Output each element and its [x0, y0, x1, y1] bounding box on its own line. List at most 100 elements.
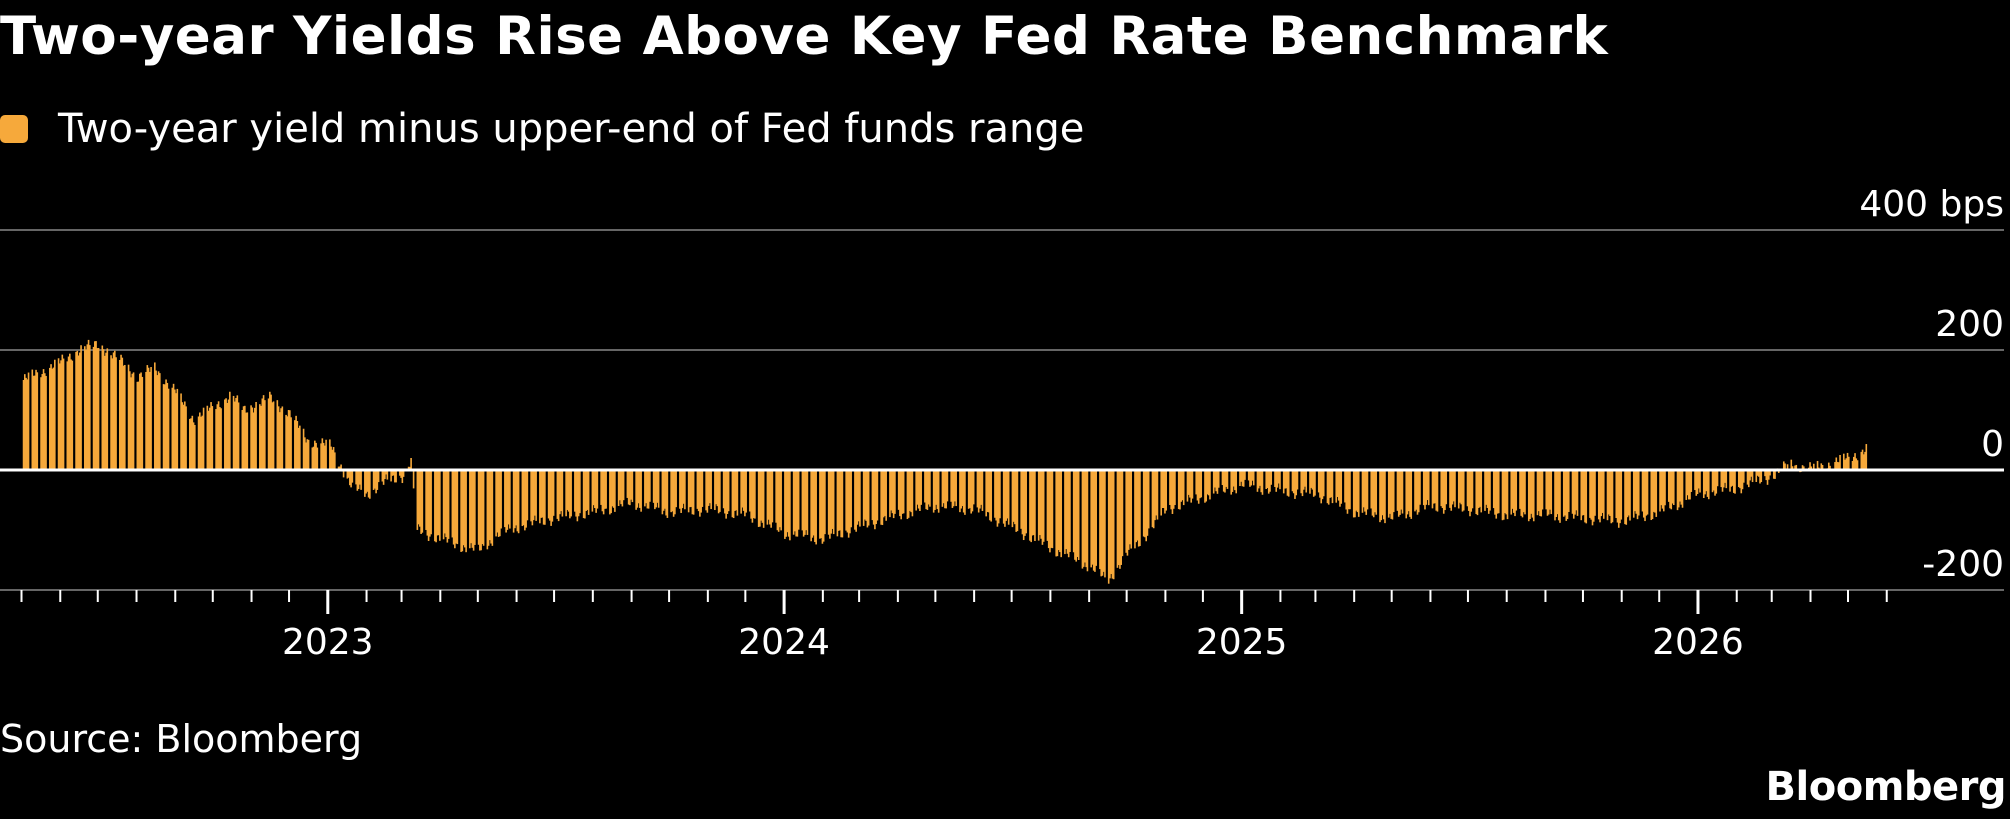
data-bar — [779, 470, 781, 528]
data-bar — [1609, 470, 1611, 516]
data-bar — [1007, 470, 1010, 525]
data-bar — [1005, 470, 1007, 521]
data-bar — [662, 470, 665, 511]
data-bar — [829, 470, 831, 539]
data-bar — [640, 470, 642, 512]
data-bar — [752, 470, 755, 519]
data-bar — [587, 470, 590, 515]
data-bar — [569, 470, 571, 519]
data-bar — [744, 470, 746, 517]
data-bar — [812, 470, 815, 536]
data-bar — [1484, 470, 1486, 511]
data-bar — [1627, 470, 1630, 516]
data-bar — [549, 470, 551, 521]
data-bar — [515, 470, 517, 526]
data-bar — [1060, 470, 1062, 558]
data-bar — [1699, 470, 1701, 493]
data-bar — [821, 470, 824, 544]
data-bar — [859, 470, 861, 527]
data-bar — [1312, 470, 1315, 497]
data-bar — [1642, 470, 1645, 518]
data-bar — [551, 470, 554, 522]
data-bar — [192, 422, 195, 470]
data-bar — [1240, 470, 1243, 482]
data-bar — [165, 379, 167, 470]
data-bar — [1715, 470, 1718, 494]
data-bar — [251, 407, 254, 470]
data-bar — [629, 470, 631, 506]
data-bar — [491, 470, 494, 546]
data-bar — [1256, 470, 1259, 492]
data-bar — [394, 470, 396, 483]
data-bar — [1711, 470, 1714, 493]
data-bar — [1567, 470, 1570, 512]
data-bar — [182, 404, 185, 470]
data-bar — [1677, 470, 1680, 508]
data-bar — [1239, 470, 1241, 487]
data-bar — [762, 470, 765, 528]
data-bar — [337, 466, 340, 470]
data-bar — [692, 470, 695, 515]
data-bar — [1515, 470, 1518, 511]
data-bar — [876, 470, 879, 521]
data-bar — [556, 470, 559, 519]
data-bar — [917, 470, 920, 509]
data-bar — [296, 421, 299, 470]
data-bar — [1285, 470, 1288, 489]
data-bar — [1242, 470, 1245, 487]
data-bar — [50, 364, 52, 470]
data-bar — [1169, 470, 1171, 505]
data-bar — [601, 470, 604, 512]
data-bar — [1445, 470, 1448, 505]
data-bar — [342, 470, 345, 478]
data-bar — [700, 470, 702, 513]
data-bar — [85, 349, 87, 470]
data-bar — [916, 470, 919, 505]
data-bar — [806, 470, 809, 535]
data-bar — [840, 470, 842, 538]
data-bar — [241, 409, 244, 470]
data-bar — [1092, 470, 1095, 571]
data-bar — [1810, 466, 1813, 470]
data-bar — [649, 470, 651, 502]
data-bar — [1204, 470, 1206, 503]
data-bar — [1041, 470, 1044, 545]
data-bar — [139, 373, 141, 470]
data-bar — [592, 470, 595, 506]
data-bar — [1650, 470, 1653, 521]
data-bar — [1156, 470, 1159, 520]
data-bar — [530, 470, 532, 522]
data-bar — [407, 466, 410, 470]
data-bar — [906, 470, 909, 520]
data-bar — [376, 470, 379, 490]
data-bar — [626, 470, 629, 498]
data-bar — [375, 470, 377, 494]
data-bar — [1322, 470, 1325, 497]
data-bar — [1697, 470, 1700, 489]
data-bar — [915, 470, 917, 511]
data-bar — [1406, 470, 1409, 515]
data-bar — [881, 470, 884, 526]
data-bar — [575, 470, 577, 517]
data-bar — [262, 395, 265, 470]
data-bar — [566, 470, 569, 510]
data-bar — [255, 401, 257, 470]
data-bar — [936, 470, 939, 510]
data-bar — [1196, 470, 1199, 501]
data-bar — [1599, 470, 1601, 523]
data-bar — [1021, 470, 1024, 535]
data-bar — [346, 470, 349, 479]
data-bar — [226, 402, 229, 470]
data-bar — [1139, 470, 1141, 546]
data-bar — [899, 470, 901, 517]
data-bar — [1249, 470, 1251, 487]
data-bar — [1162, 470, 1165, 509]
data-bar — [1379, 470, 1381, 523]
data-bar — [846, 470, 849, 533]
data-bar — [961, 470, 964, 507]
data-bar — [574, 470, 576, 512]
data-bar — [471, 470, 474, 548]
data-bar — [1835, 457, 1838, 470]
data-bar — [871, 470, 874, 521]
data-bar — [1714, 470, 1716, 496]
